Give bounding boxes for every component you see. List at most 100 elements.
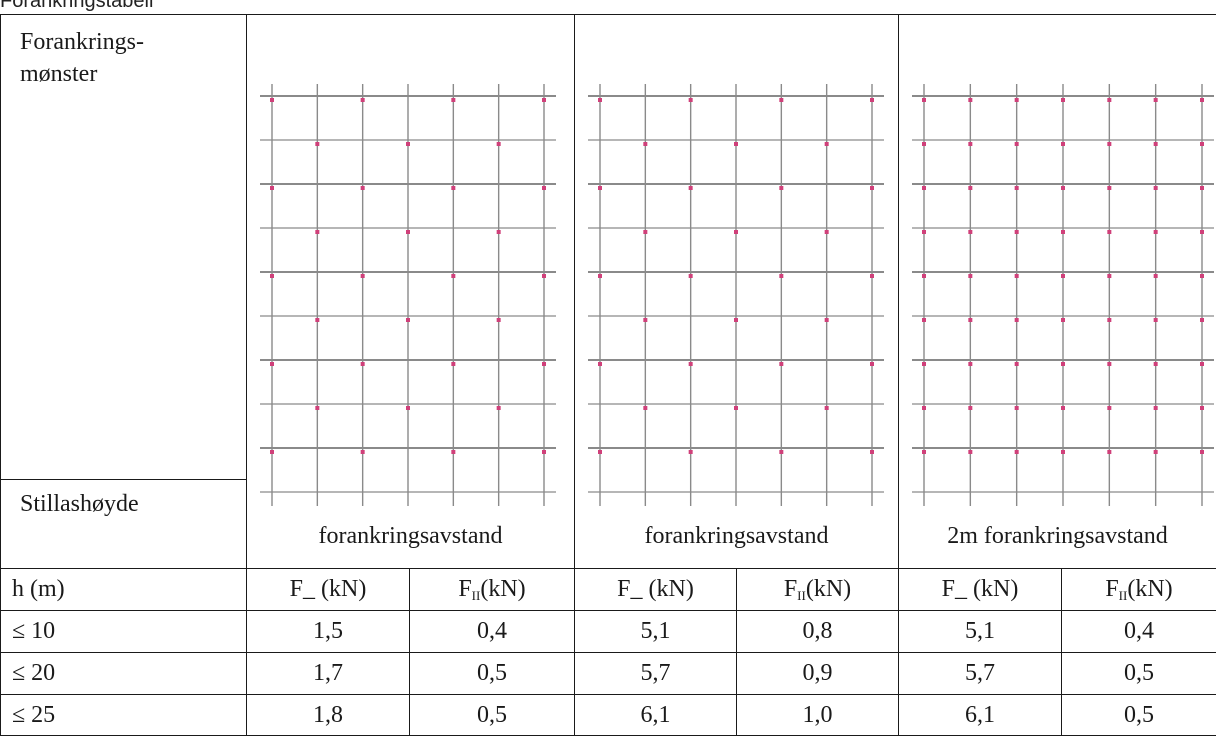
anchor-point — [360, 450, 365, 454]
row-value: 1,7 — [313, 660, 343, 686]
anchor-point — [1061, 362, 1065, 366]
anchor-point — [1200, 230, 1204, 234]
anchor-point — [968, 230, 973, 234]
anchor-point — [1153, 230, 1158, 234]
anchor-point — [598, 98, 602, 102]
f-par-prefix: F — [458, 576, 472, 602]
anchor-point — [922, 142, 926, 146]
f-par-prefix: F — [1105, 576, 1119, 602]
anchor-point — [1153, 98, 1158, 102]
anchor-point — [1153, 318, 1158, 322]
divider-v-group3 — [898, 14, 899, 736]
row-value: 0,8 — [802, 618, 833, 644]
pattern-label-line1: Forankrings- — [20, 29, 144, 55]
row-value: 0,5 — [1124, 660, 1154, 686]
anchor-point — [315, 230, 320, 234]
anchor-point — [824, 406, 829, 410]
divider-v-label — [246, 14, 247, 736]
anchor-point — [968, 142, 973, 146]
anchor-point — [824, 142, 829, 146]
anchor-point — [1107, 230, 1112, 234]
group-label-1: forankringsavstand — [318, 523, 503, 549]
col-header-f-perp-1: F_ (kN) — [289, 576, 367, 602]
anchor-point — [1200, 274, 1204, 278]
anchor-point — [643, 230, 648, 234]
anchor-point — [922, 450, 926, 454]
anchor-point — [688, 98, 693, 102]
anchor-point — [1014, 142, 1019, 146]
anchor-point — [1200, 318, 1204, 322]
anchor-point — [1014, 186, 1019, 190]
anchor-point — [1107, 274, 1112, 278]
col-header-f-perp-3: F_ (kN) — [941, 576, 1019, 602]
row-height: ≤ 25 — [12, 702, 56, 728]
anchor-point — [643, 142, 648, 146]
anchor-pattern-3-image — [912, 84, 1214, 506]
anchor-point — [870, 450, 874, 454]
anchor-point — [922, 406, 926, 410]
anchor-point — [870, 186, 874, 190]
col-header-f-par-2: FII(kN) — [737, 575, 898, 610]
anchor-point — [968, 274, 973, 278]
anchor-point — [1061, 142, 1065, 146]
anchor-point — [451, 98, 456, 102]
anchor-point — [968, 450, 973, 454]
anchor-point — [922, 230, 926, 234]
row-value: 6,1 — [640, 702, 671, 728]
pattern-label-line2: mønster — [20, 61, 98, 87]
anchor-point — [1061, 230, 1065, 234]
anchor-point — [1200, 142, 1204, 146]
divider-h-row1 — [0, 610, 1216, 611]
group-label-3: 2m forankringsavstand — [947, 523, 1168, 549]
anchor-point — [688, 274, 693, 278]
anchor-point — [542, 450, 546, 454]
anchor-point — [922, 274, 926, 278]
anchor-point — [1153, 186, 1158, 190]
anchor-point — [1107, 98, 1112, 102]
anchor-point — [360, 98, 365, 102]
anchor-pattern-1-image — [260, 84, 556, 506]
f-par-suffix: (kN) — [1127, 576, 1173, 602]
anchor-point — [1061, 98, 1065, 102]
anchor-point — [270, 450, 274, 454]
anchor-point — [1107, 450, 1112, 454]
anchor-point — [643, 406, 648, 410]
anchor-point — [1014, 450, 1019, 454]
anchor-point — [1153, 142, 1158, 146]
anchor-point — [922, 362, 926, 366]
anchor-point — [1107, 186, 1112, 190]
anchor-point — [542, 186, 546, 190]
anchor-point — [1014, 318, 1019, 322]
anchor-point — [315, 142, 320, 146]
anchor-point — [922, 98, 926, 102]
anchor-point — [542, 274, 546, 278]
anchor-point — [315, 318, 320, 322]
col-header-h: h (m) — [12, 576, 65, 602]
anchor-point — [451, 274, 456, 278]
anchor-point — [542, 98, 546, 102]
anchor-point — [688, 450, 693, 454]
row-value: 5,7 — [965, 660, 995, 686]
row-value: 0,9 — [802, 660, 833, 686]
anchor-point — [1107, 142, 1112, 146]
anchor-point — [1014, 274, 1019, 278]
anchor-point — [1014, 230, 1019, 234]
table-left-border — [0, 14, 1, 736]
row-height: ≤ 10 — [12, 618, 56, 644]
row-value: 1,0 — [802, 702, 833, 728]
anchor-point — [1014, 362, 1019, 366]
anchor-point — [870, 362, 874, 366]
row-value: 6,1 — [965, 702, 995, 728]
col-header-f-par-3: FII(kN) — [1062, 575, 1216, 610]
anchor-point — [1200, 362, 1204, 366]
anchor-point — [688, 362, 693, 366]
f-par-suffix: (kN) — [480, 576, 526, 602]
anchor-point — [315, 406, 320, 410]
anchor-point — [734, 318, 738, 322]
row-value: 5,7 — [640, 660, 671, 686]
anchor-point — [1153, 406, 1158, 410]
anchor-point — [1153, 450, 1158, 454]
row-value: 0,4 — [1124, 618, 1154, 644]
anchor-point — [968, 318, 973, 322]
anchor-point — [542, 362, 546, 366]
